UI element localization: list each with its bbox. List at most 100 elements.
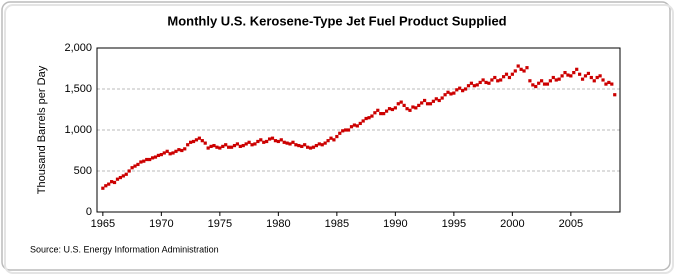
point bbox=[153, 155, 158, 159]
point bbox=[589, 75, 593, 80]
point bbox=[241, 143, 245, 148]
point bbox=[118, 175, 123, 180]
point bbox=[361, 119, 365, 123]
point bbox=[352, 123, 357, 127]
point bbox=[393, 106, 397, 110]
point bbox=[446, 90, 450, 94]
point bbox=[373, 111, 377, 115]
point bbox=[449, 92, 453, 96]
point bbox=[191, 139, 196, 144]
point bbox=[349, 125, 354, 129]
point bbox=[560, 74, 564, 78]
point bbox=[431, 99, 435, 103]
point bbox=[545, 82, 550, 86]
point bbox=[244, 142, 248, 146]
point bbox=[300, 144, 304, 148]
point bbox=[580, 77, 585, 81]
point bbox=[469, 81, 474, 85]
point bbox=[516, 64, 520, 68]
point bbox=[423, 98, 427, 103]
point bbox=[232, 143, 237, 148]
point bbox=[112, 180, 117, 185]
point bbox=[490, 78, 494, 82]
point bbox=[466, 84, 471, 88]
point bbox=[513, 69, 517, 73]
point bbox=[472, 84, 476, 88]
x-tick-label: 1970 bbox=[149, 218, 173, 230]
point bbox=[510, 72, 514, 76]
point bbox=[115, 177, 120, 181]
point bbox=[607, 80, 611, 85]
point bbox=[262, 140, 266, 144]
x-tick-label: 1980 bbox=[266, 218, 290, 230]
point bbox=[578, 72, 582, 76]
point bbox=[273, 139, 278, 143]
point bbox=[189, 140, 193, 144]
point bbox=[613, 93, 617, 97]
point bbox=[177, 148, 181, 152]
x-tick-label: 2005 bbox=[559, 218, 583, 230]
point bbox=[563, 71, 567, 75]
point bbox=[282, 140, 286, 144]
y-tick-label: 1,500 bbox=[64, 83, 92, 95]
point bbox=[554, 78, 558, 82]
point bbox=[358, 121, 362, 126]
point bbox=[162, 151, 166, 155]
point bbox=[291, 140, 295, 144]
point bbox=[104, 184, 108, 188]
point bbox=[379, 112, 383, 116]
point bbox=[481, 78, 485, 82]
point bbox=[168, 152, 172, 156]
point bbox=[218, 146, 222, 150]
point bbox=[121, 174, 125, 178]
point bbox=[224, 143, 228, 147]
point bbox=[531, 83, 535, 87]
point bbox=[364, 116, 368, 121]
point bbox=[306, 145, 310, 149]
point bbox=[478, 80, 482, 85]
point bbox=[452, 91, 456, 95]
point bbox=[399, 100, 403, 104]
point bbox=[250, 143, 254, 147]
point bbox=[382, 112, 386, 116]
point bbox=[209, 144, 213, 148]
frame-shadow bbox=[4, 4, 674, 274]
point bbox=[145, 157, 149, 162]
point bbox=[417, 103, 421, 107]
point bbox=[428, 102, 433, 106]
point bbox=[575, 67, 579, 71]
point bbox=[440, 96, 444, 100]
point bbox=[425, 102, 430, 106]
y-tick-label: 2,000 bbox=[64, 42, 92, 54]
point bbox=[142, 159, 146, 163]
point bbox=[229, 145, 234, 149]
point bbox=[180, 148, 184, 153]
point bbox=[203, 141, 207, 145]
point bbox=[294, 143, 298, 147]
point bbox=[311, 145, 316, 149]
point bbox=[346, 128, 351, 132]
point bbox=[148, 157, 152, 162]
point bbox=[499, 78, 503, 82]
x-tick-label: 1995 bbox=[442, 218, 466, 230]
point bbox=[308, 146, 313, 150]
point bbox=[332, 138, 336, 142]
point bbox=[130, 166, 134, 170]
point bbox=[329, 136, 333, 140]
point bbox=[610, 82, 614, 86]
point bbox=[566, 73, 570, 77]
point bbox=[387, 107, 392, 111]
point bbox=[276, 139, 280, 144]
point bbox=[267, 137, 272, 141]
point bbox=[376, 108, 380, 112]
point bbox=[528, 79, 532, 83]
point bbox=[487, 81, 491, 85]
point bbox=[443, 93, 447, 97]
point bbox=[139, 160, 143, 164]
point bbox=[493, 75, 497, 80]
point bbox=[303, 143, 307, 147]
point bbox=[437, 98, 441, 103]
point bbox=[215, 145, 219, 149]
point bbox=[475, 83, 479, 87]
